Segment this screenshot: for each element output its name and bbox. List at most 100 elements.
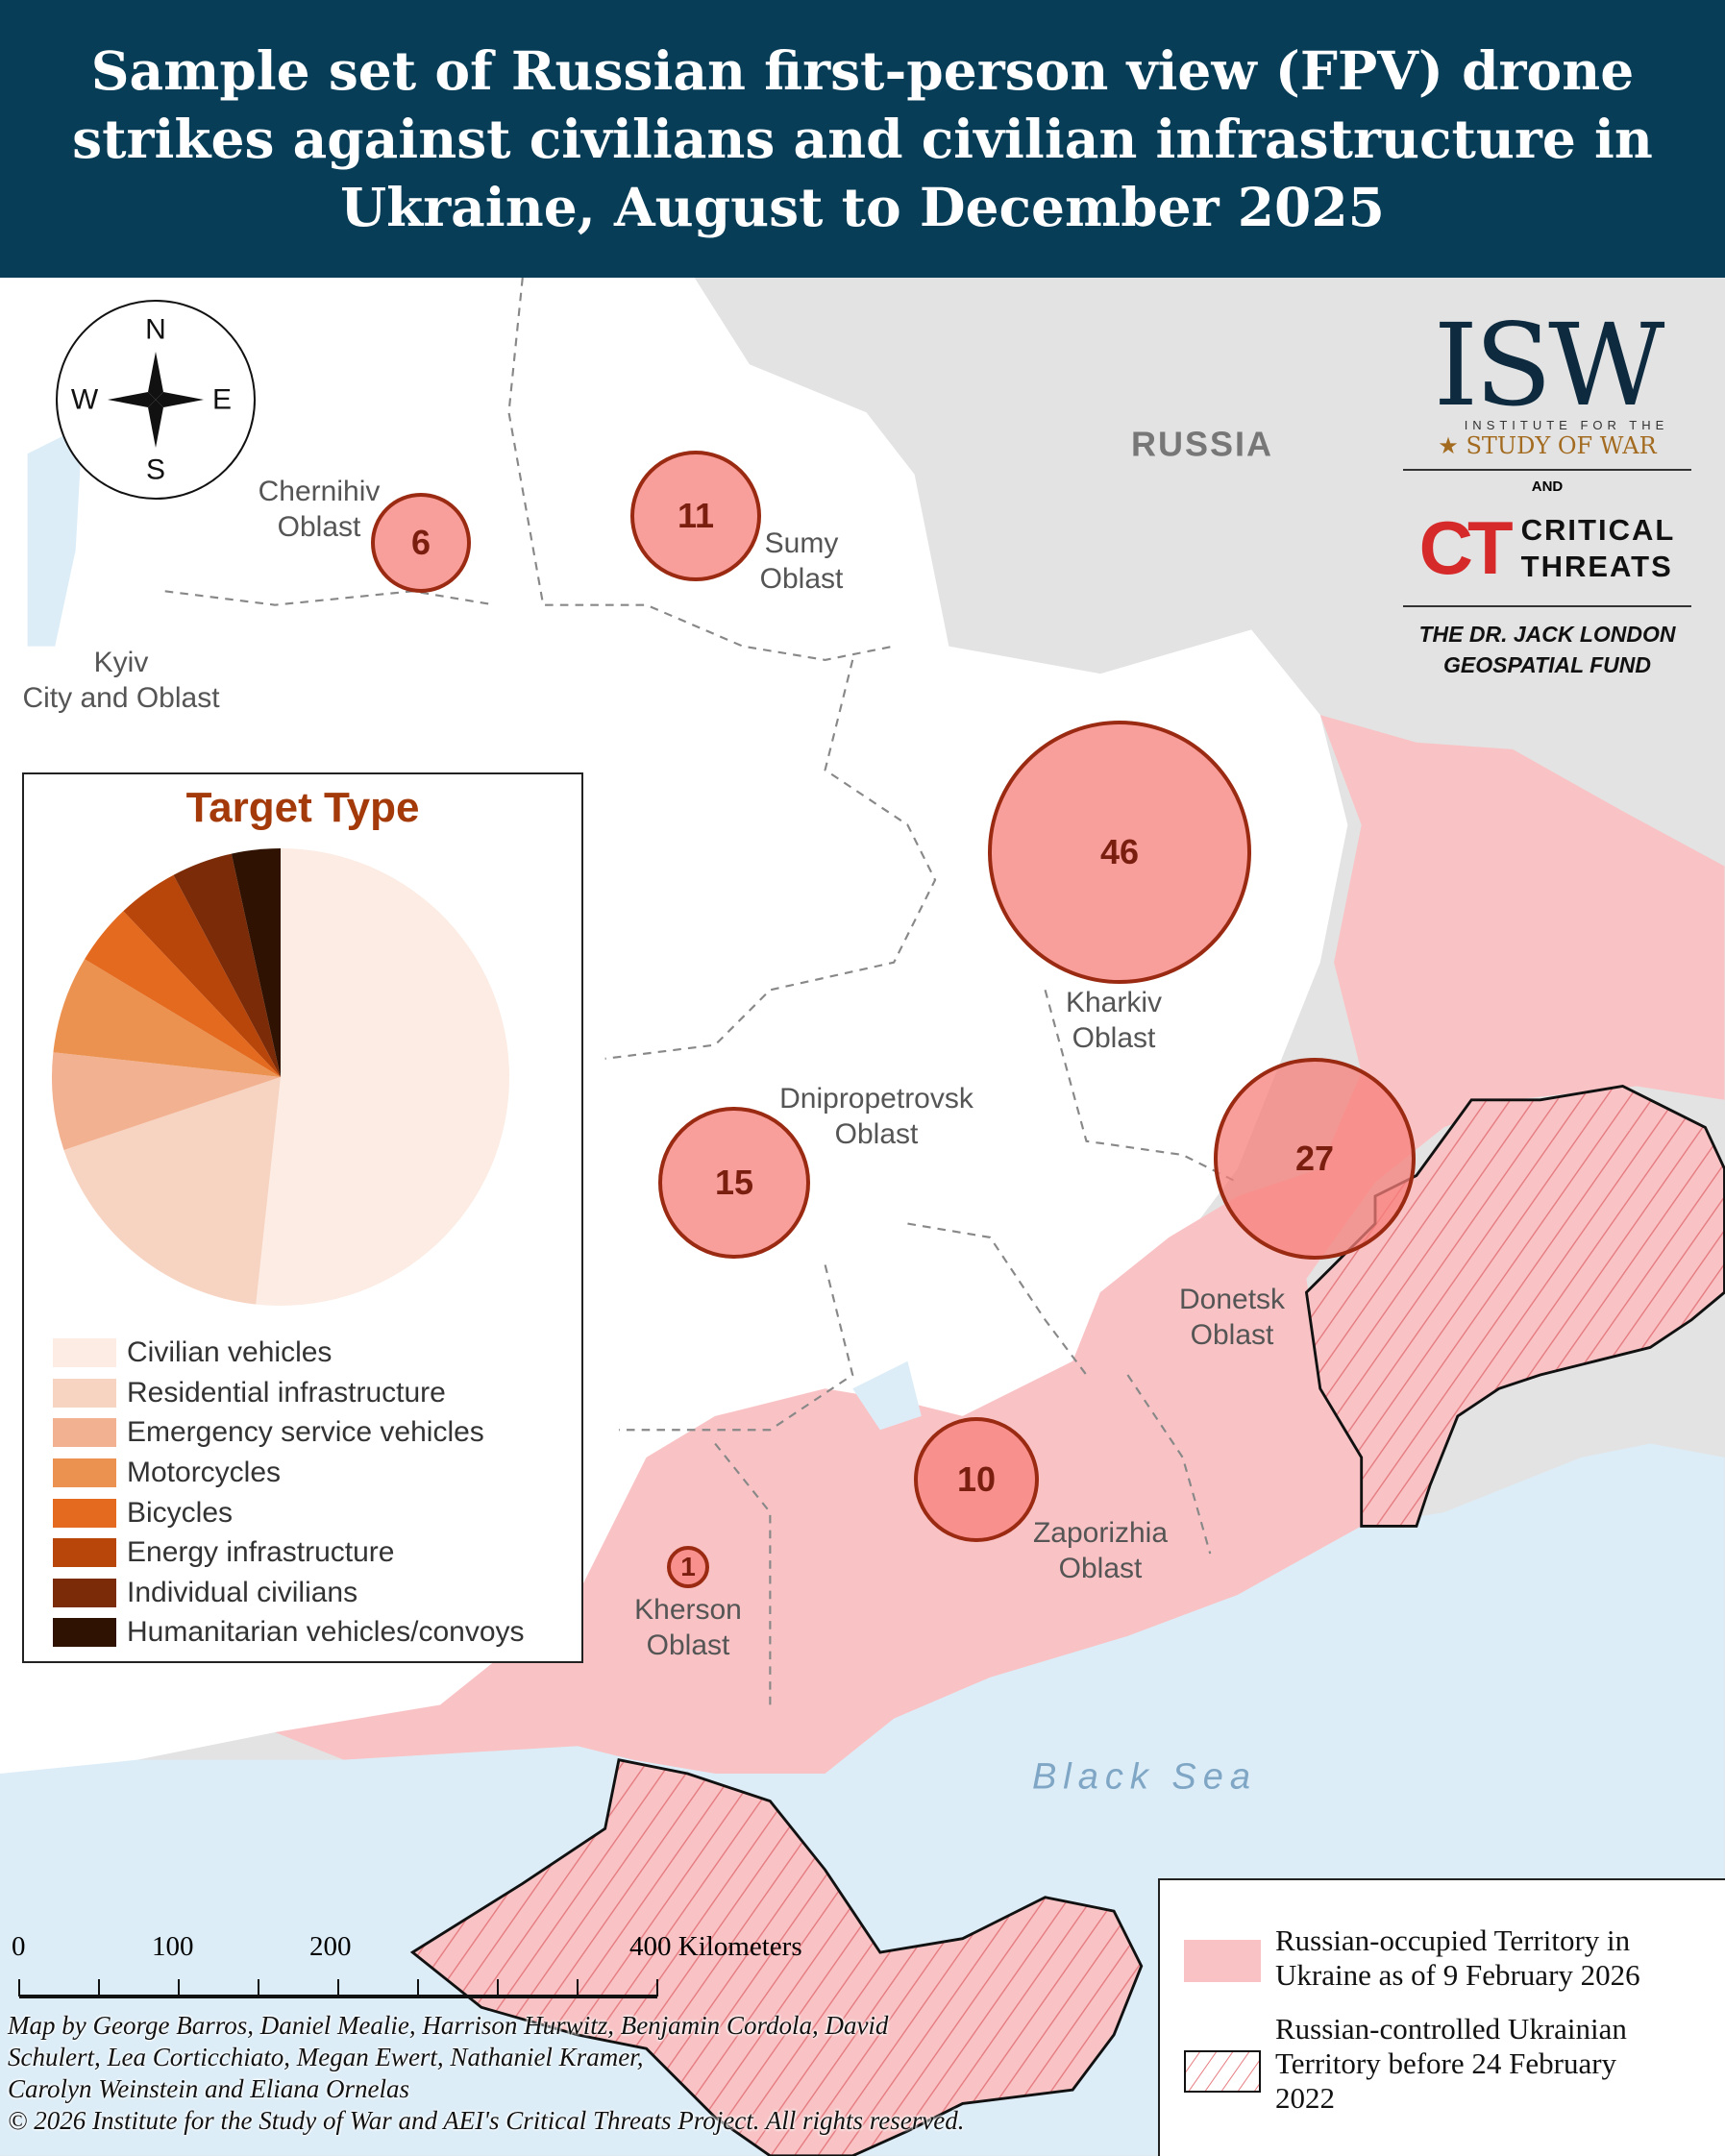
pie-slice-humanitarian-vehicles-convoys [231,848,281,1077]
label-line: Oblast [646,1629,730,1661]
label-sumy: Sumy Oblast [760,526,844,597]
ct-name-line: CRITICAL [1520,512,1676,547]
label-line: Sumy [764,527,839,559]
strike-count-sumy: 11 [677,496,715,535]
pie-slice-residential-infrastructure [63,1077,281,1305]
compass-w: W [70,383,99,416]
strike-circle-donetsk[interactable] [1214,1058,1416,1260]
oblast-borders [164,278,1239,1705]
label-line: Kyiv [93,647,149,678]
strike-circle-sumy[interactable] [630,451,761,581]
strike-circle-dnipro[interactable] [658,1107,810,1259]
strike-circle-kharkiv[interactable] [988,721,1251,984]
legend-swatch [53,1458,116,1487]
label-line: Oblast [1072,1022,1156,1054]
label-line: Zaporizhia [1032,1517,1169,1549]
legend-line: Russian-controlled Ukrainian [1275,2012,1627,2046]
fund-line: GEOSPATIAL FUND [1443,652,1651,677]
credit-line: Schulert, Lea Corticchiato, Megan Ewert,… [8,2043,644,2071]
scale-tick-label: 200 [309,1931,352,1962]
pie-chart [51,848,509,1306]
legend-label: Motorcycles [127,1457,282,1488]
label-donetsk: Donetsk Oblast [1179,1282,1285,1353]
compass-n: N [145,313,166,346]
scale-bar-line [18,1979,658,1998]
label-black-sea: Black Sea [1031,1756,1258,1798]
fund-label: THE DR. JACK LONDON GEOSPATIAL FUND [1403,619,1691,680]
label-kharkiv: Kharkiv Oblast [1066,985,1162,1056]
title-line: Sample set of Russian first-person view … [90,39,1635,102]
occupied-territory [275,715,1725,1774]
legend-swatch [53,1618,116,1647]
title-line: strikes against civilians and civilian i… [72,108,1653,170]
credit-line: Map by George Barros, Daniel Mealie, Har… [8,2011,889,2040]
strike-count-chernihiv: 6 [410,523,431,562]
ct-logo: CT CRITICAL THREATS [1403,504,1691,607]
pie-slice-civilian-vehicles [256,848,509,1306]
label-line: Oblast [759,563,844,595]
compass-e: E [211,383,233,416]
target-type-chart: Target Type Civilian vehicles Residentia… [22,772,583,1663]
dnipro-river [852,1360,922,1431]
strike-circle-zaporizhia[interactable] [914,1417,1039,1542]
legend-item: Civilian vehicles [53,1335,332,1370]
credit-line: © 2026 Institute for the Study of War an… [8,2106,965,2135]
isw-subtitle: ★ STUDY OF WAR [1403,432,1691,459]
scale-tick-label: 100 [152,1931,194,1962]
legend-label: Humanitarian vehicles/convoys [127,1616,525,1648]
pie-slice-energy-infrastructure [123,874,281,1077]
occupied-swatch [1184,1940,1261,1982]
label-line: City and Oblast [22,682,220,714]
ct-name-line: THREATS [1520,549,1673,583]
isw-subtitle: INSTITUTE FOR THE [1464,418,1669,432]
ct-name: CRITICAL THREATS [1521,512,1676,585]
star-icon: ★ [1438,432,1466,459]
pie-slice-motorcycles [53,959,281,1077]
donbas-pre2022-occupied [1304,1085,1725,1528]
label-line: Chernihiv [258,476,381,507]
strike-count-dnipro: 15 [714,1163,754,1202]
label-line: Kharkiv [1065,987,1163,1018]
pie-slice-emergency-service-vehicles [51,1052,281,1150]
pre2022-swatch [1184,2050,1261,2093]
strike-circles [371,451,1416,1588]
legend-line: Territory before 24 February [1275,2046,1617,2080]
legend-label: Emergency service vehicles [127,1416,484,1448]
legend-item: Individual civilians [53,1576,357,1610]
compass-rose [56,300,256,500]
strike-circle-kherson[interactable] [667,1546,709,1588]
scale-tick-label: 0 [12,1931,26,1962]
label-dnipropetrovsk: Dnipropetrovsk Oblast [779,1081,973,1152]
legend-swatch [53,1579,116,1607]
label-line: Oblast [1058,1553,1143,1584]
strike-count-zaporizhia: 10 [956,1459,997,1499]
crimea-pre2022-occupied [409,1757,1144,2156]
legend-label: Residential infrastructure [127,1377,446,1409]
label-line: Kherson [634,1594,742,1626]
scale-tick-label: 400 Kilometers [629,1931,802,1962]
legend-swatch [53,1338,116,1367]
legend-line: 2022 [1275,2081,1335,2115]
strike-count-kharkiv: 46 [1099,832,1140,871]
legend-item: Energy infrastructure [53,1535,394,1570]
map-legend: Russian-occupied Territory in Ukraine as … [1158,1878,1725,2156]
label-line: Oblast [1190,1319,1274,1351]
legend-swatch [53,1379,116,1408]
map-canvas [0,278,1725,2156]
legend-item: Emergency service vehicles [53,1415,484,1450]
legend-label: Individual civilians [127,1577,358,1608]
legend-label: Energy infrastructure [127,1536,395,1568]
isw-subtitle-text: STUDY OF WAR [1466,432,1657,459]
label-zaporizhia: Zaporizhia Oblast [1033,1515,1168,1586]
strike-count-kherson: 1 [680,1552,696,1581]
strike-circle-chernihiv[interactable] [371,493,471,593]
legend-swatch [53,1418,116,1447]
legend-item: Residential infrastructure [53,1376,446,1410]
label-kherson: Kherson Oblast [634,1592,742,1663]
kyiv-reservoir [27,426,83,647]
legend-swatch [53,1538,116,1567]
legend-label: Civilian vehicles [127,1336,333,1368]
legend-line: Ukraine as of 9 February 2026 [1275,1958,1640,1992]
strike-count-donetsk: 27 [1294,1139,1335,1178]
ct-mark: CT [1418,505,1514,590]
